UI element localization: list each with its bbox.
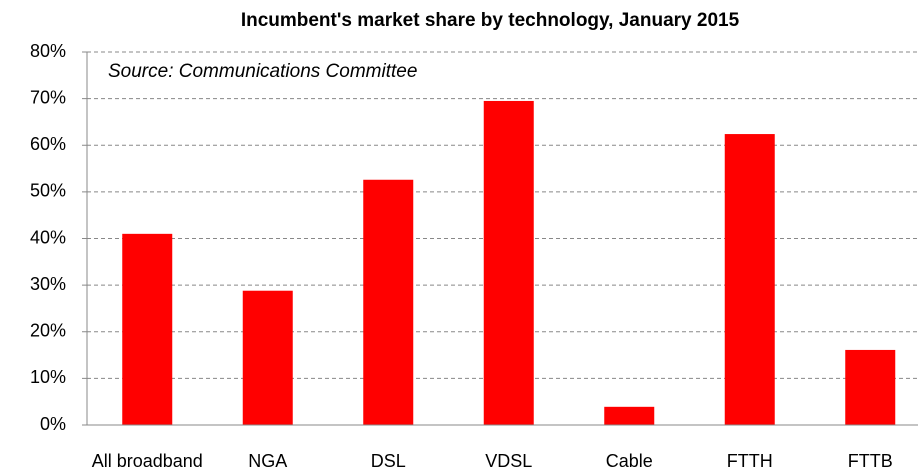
y-tick-label: 80%	[30, 41, 66, 61]
x-tick-label: FTTB	[848, 451, 893, 471]
y-tick-label: 10%	[30, 367, 66, 387]
x-tick-label: DSL	[371, 451, 406, 471]
annotation: Source: Communications Committee	[108, 61, 417, 82]
x-tick-label: FTTH	[727, 451, 773, 471]
y-tick-label: 60%	[30, 134, 66, 154]
y-tick-label: 70%	[30, 87, 66, 107]
bar	[604, 406, 655, 425]
chart-title: Incumbent's market share by technology, …	[241, 10, 740, 31]
bar	[242, 290, 293, 425]
x-tick-label: VDSL	[485, 451, 532, 471]
y-tick-label: 30%	[30, 274, 66, 294]
x-tick-label: All broadband	[92, 451, 203, 471]
y-tick-label: 40%	[30, 227, 66, 247]
y-tick-label: 0%	[40, 414, 66, 434]
x-tick-label: Cable	[606, 451, 653, 471]
bar	[724, 134, 775, 425]
bar	[363, 179, 414, 425]
bar	[483, 100, 534, 426]
y-tick-label: 20%	[30, 321, 66, 341]
bar	[845, 349, 896, 425]
y-tick-label: 50%	[30, 181, 66, 201]
x-tick-label: NGA	[248, 451, 287, 471]
bar	[122, 233, 173, 425]
